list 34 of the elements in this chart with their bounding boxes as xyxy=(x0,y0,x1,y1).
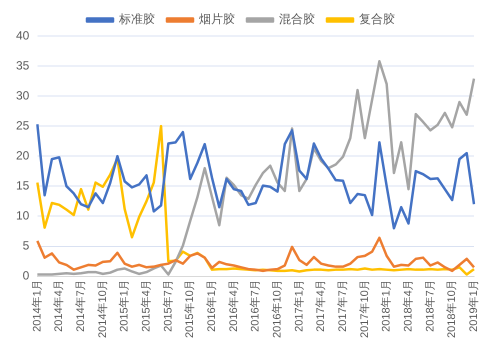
x-tick-label: 2018年1月 xyxy=(380,279,393,332)
y-tick-label: 0 xyxy=(22,268,30,283)
y-tick-label: 10 xyxy=(16,208,30,223)
x-tick-label: 2015年1月 xyxy=(118,279,131,332)
x-tick-label: 2016年1月 xyxy=(206,279,218,332)
x-tick-label: 2017年10月 xyxy=(358,279,371,338)
x-tick-label: 2017年4月 xyxy=(315,279,328,332)
y-tick-label: 15 xyxy=(16,178,30,192)
legend-label: 烟片胶 xyxy=(199,12,235,26)
x-tick-label: 2014年7月 xyxy=(75,279,88,332)
x-tick-label: 2015年7月 xyxy=(162,279,174,332)
y-tick-label: 30 xyxy=(16,88,30,102)
x-tick-label: 2017年1月 xyxy=(293,279,306,332)
y-tick-label: 5 xyxy=(22,238,30,253)
x-tick-label: 2014年10月 xyxy=(96,279,109,338)
legend-label: 混合胶 xyxy=(279,12,315,26)
y-tick-label: 20 xyxy=(16,148,30,162)
x-tick-label: 2014年4月 xyxy=(53,279,66,332)
x-tick-label: 2019年1月 xyxy=(468,279,480,332)
x-tick-label: 2018年10月 xyxy=(446,279,458,338)
x-tick-label: 2016年4月 xyxy=(228,279,240,332)
y-tick-label: 35 xyxy=(16,58,30,72)
legend-label: 复合胶 xyxy=(359,12,395,26)
x-tick-label: 2015年10月 xyxy=(184,279,196,338)
x-tick-label: 2018年4月 xyxy=(402,279,415,332)
x-tick-label: 2016年7月 xyxy=(250,279,262,332)
x-tick-label: 2016年10月 xyxy=(272,279,284,338)
y-tick-label: 25 xyxy=(16,118,30,132)
x-tick-label: 2017年7月 xyxy=(337,279,350,332)
x-tick-label: 2014年1月 xyxy=(31,279,44,332)
x-tick-label: 2015年4月 xyxy=(140,279,153,332)
legend-label: 标准胶 xyxy=(118,12,155,26)
x-tick-label: 2018年7月 xyxy=(424,279,436,332)
y-tick-label: 40 xyxy=(16,28,30,42)
